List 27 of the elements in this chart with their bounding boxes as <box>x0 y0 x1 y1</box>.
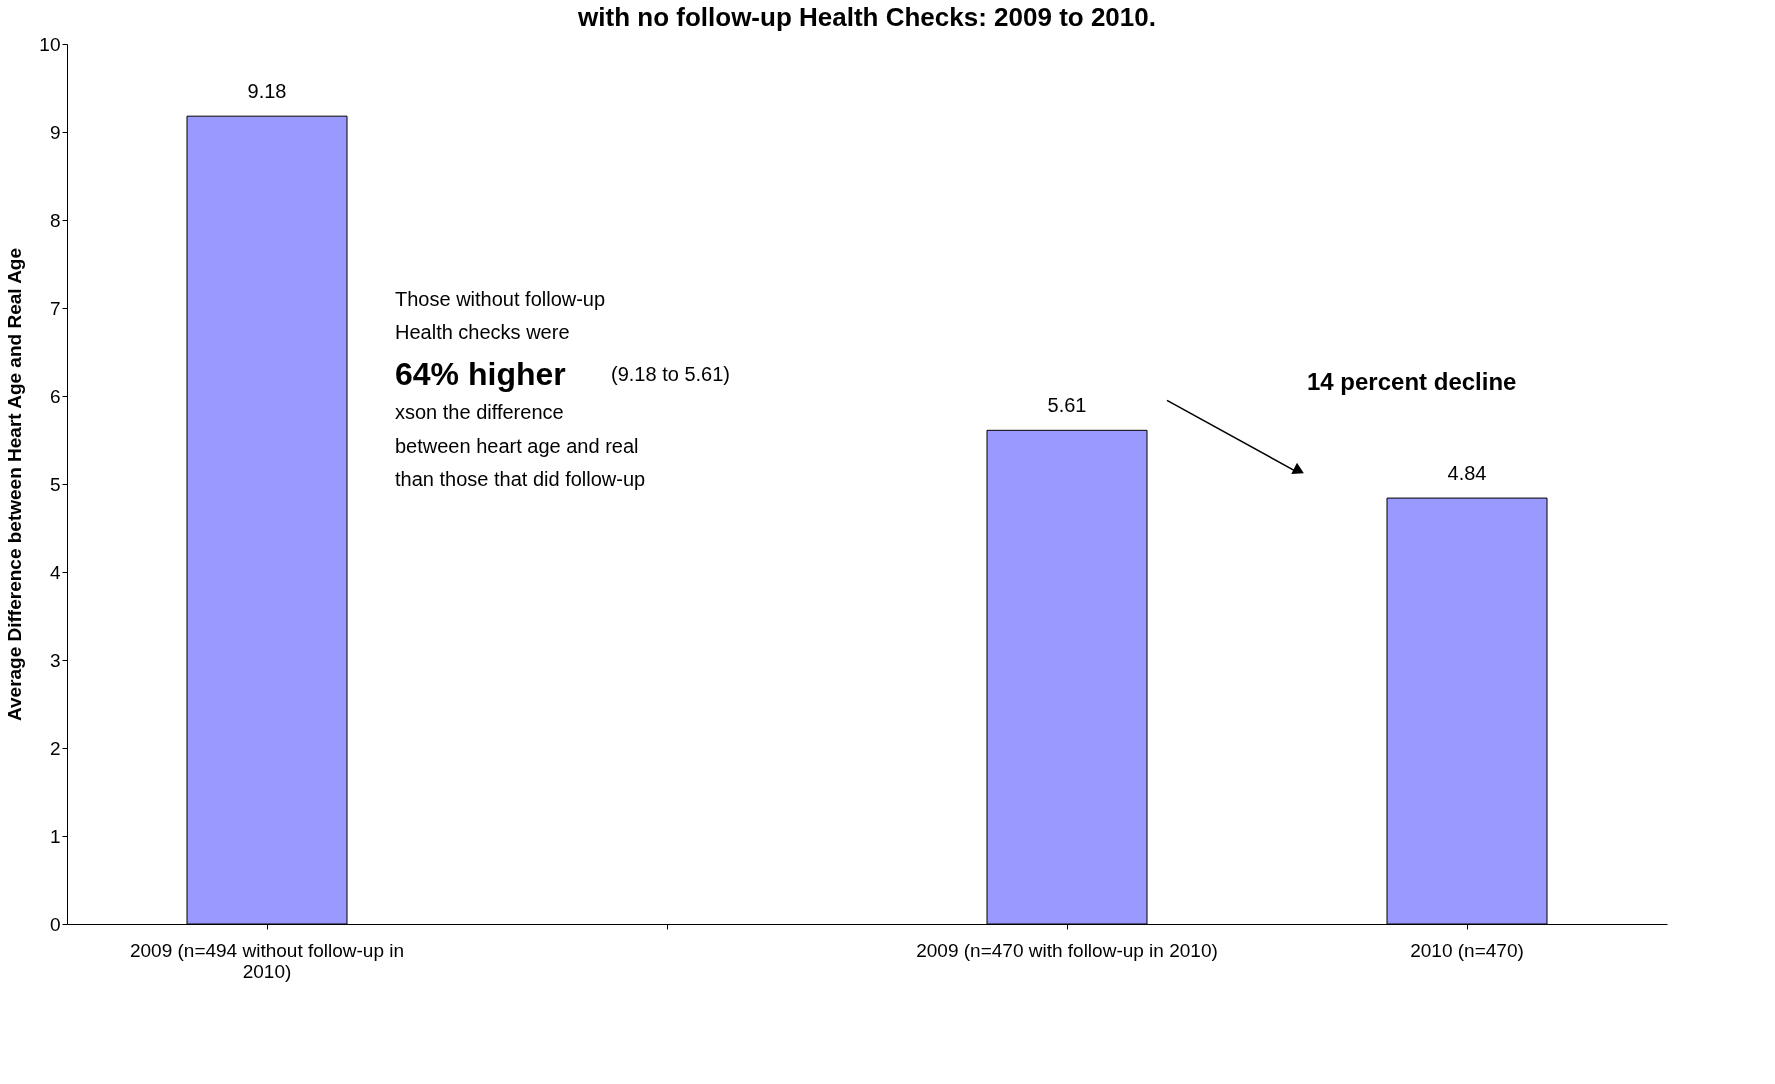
y-axis-title: Average Difference between Heart Age and Real Age <box>4 247 26 722</box>
annotation: (9.18 to 5.61) <box>611 362 730 385</box>
y-tick-label: 5 <box>49 473 61 495</box>
y-tick-label: 6 <box>49 385 61 407</box>
y-tick-label: 2 <box>49 737 61 759</box>
y-tick-label: 8 <box>49 209 61 231</box>
annotation: between heart age and real <box>395 435 639 458</box>
y-tick-label: 10 <box>39 33 61 55</box>
data-label: 4.84 <box>1447 462 1487 485</box>
annotation: Health checks were <box>395 320 570 343</box>
annotation: 14 percent decline <box>1307 367 1517 395</box>
y-tick-label: 9 <box>49 121 61 143</box>
x-tick-label: 2009 (n=494 without follow-up in 2010) <box>129 939 405 982</box>
annotation: xson the difference <box>395 400 564 423</box>
annotation: Those without follow-up <box>395 288 606 311</box>
y-tick-label: 1 <box>49 825 61 847</box>
x-tick-label: 2009 (n=470 with follow-up in 2010) <box>916 939 1218 961</box>
data-label: 5.61 <box>1047 394 1087 417</box>
x-tick-label: 2010 (n=470) <box>1410 939 1524 961</box>
y-tick-label: 3 <box>49 649 61 671</box>
y-tick-label: 0 <box>49 913 61 935</box>
chart-title: with no follow-up Health Checks: 2009 to 2010. <box>577 2 1156 32</box>
y-tick-label: 7 <box>49 297 61 319</box>
annotation: than those that did follow-up <box>395 468 646 491</box>
data-label: 9.18 <box>247 80 287 103</box>
y-tick-label: 4 <box>49 561 61 583</box>
annotation: 64% higher <box>395 355 566 392</box>
